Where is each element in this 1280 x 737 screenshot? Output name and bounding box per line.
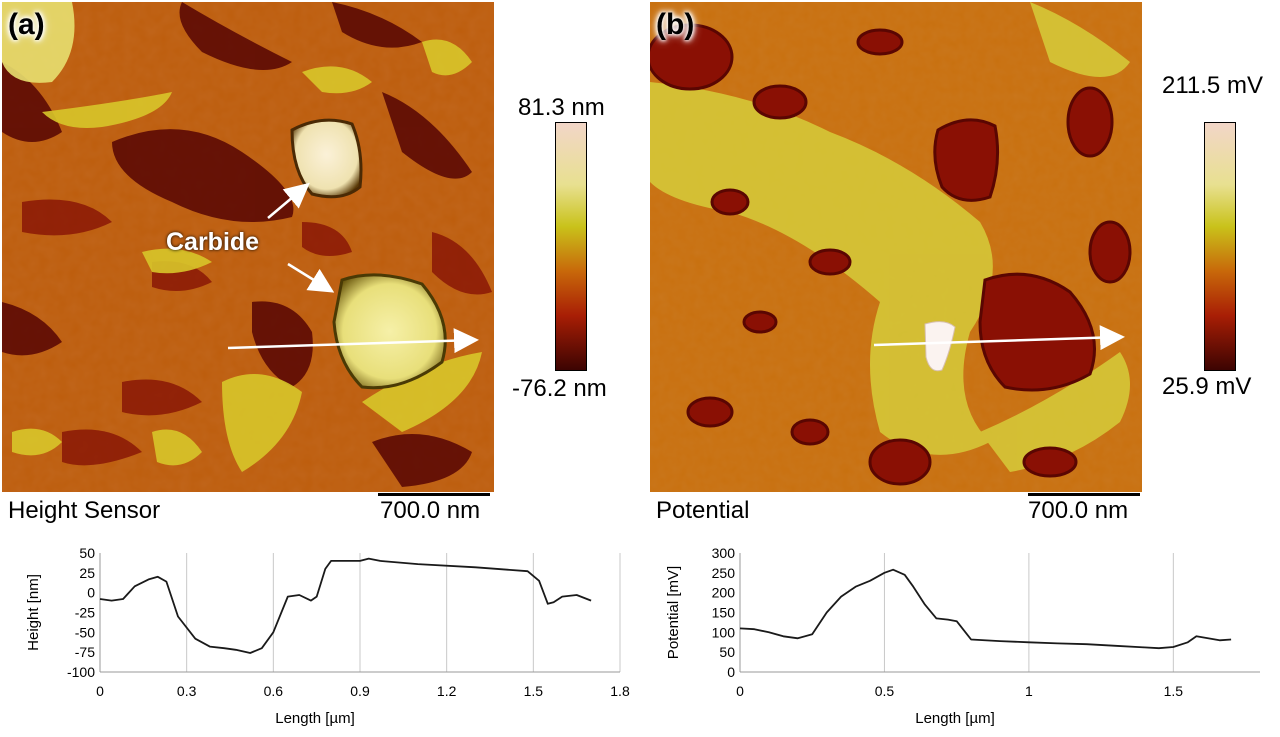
y-tick-label: 0 xyxy=(727,664,735,680)
y-tick-label: 150 xyxy=(712,605,736,621)
x-axis-label: Length [µm] xyxy=(915,710,995,727)
y-tick-label: 300 xyxy=(712,545,736,561)
colorbar-a-min: -76.2 nm xyxy=(512,375,607,402)
x-tick-label: 1.5 xyxy=(524,683,544,699)
carbide-arrows xyxy=(227,182,479,354)
afm-potential-map xyxy=(646,2,1142,492)
carbide-annotation-label: Carbide xyxy=(166,228,260,256)
colorbar-b-min: 25.9 mV xyxy=(1162,373,1252,400)
potential-profile-arrow xyxy=(873,325,1125,351)
height-map-image xyxy=(2,2,494,492)
profile-line-arrow-b xyxy=(873,325,1125,351)
y-tick-label: -75 xyxy=(75,644,95,660)
x-tick-label: 0 xyxy=(736,683,744,699)
panel-b-scalebar xyxy=(1028,493,1140,496)
y-tick-label: 100 xyxy=(712,624,736,640)
y-tick-label: 0 xyxy=(87,585,95,601)
y-tick-label: 50 xyxy=(79,545,95,561)
colorbar-b xyxy=(1204,122,1236,371)
panel-a-scale-label: 700.0 nm xyxy=(380,497,481,524)
profile-line-arrow xyxy=(227,328,479,354)
y-tick-label: -50 xyxy=(75,624,95,640)
x-tick-label: 0 xyxy=(96,683,104,699)
y-tick-label: 50 xyxy=(719,644,735,660)
series-line xyxy=(99,557,592,654)
potential-map-image xyxy=(646,2,1142,492)
colorbar-a-max: 81.3 nm xyxy=(518,94,605,121)
y-tick-label: 250 xyxy=(712,565,736,581)
x-tick-label: 1.5 xyxy=(1164,683,1184,699)
x-tick-label: 0.9 xyxy=(350,683,370,699)
y-tick-label: -25 xyxy=(75,605,95,621)
panel-a-letter: (a) xyxy=(8,8,45,41)
y-axis-label: Potential [mV] xyxy=(665,566,682,659)
y-axis-label: Height [nm] xyxy=(25,574,42,651)
x-tick-label: 1.2 xyxy=(437,683,457,699)
panel-a-caption: Height Sensor xyxy=(8,497,161,524)
x-tick-label: 0.5 xyxy=(875,683,895,699)
x-tick-label: 0.6 xyxy=(264,683,284,699)
x-tick-label: 1.8 xyxy=(610,683,630,699)
y-tick-label: 200 xyxy=(712,585,736,601)
carbide-arrow-1 xyxy=(267,182,310,219)
panel-b-caption: Potential xyxy=(656,497,750,524)
panel-b-letter: (b) xyxy=(656,8,695,41)
x-axis-label: Length [µm] xyxy=(275,710,355,727)
panel-a-scalebar xyxy=(378,493,490,496)
x-tick-label: 0.3 xyxy=(177,683,197,699)
potential-profile-chart: 300 250 200 150 100 50 00 0.5 1 1.5 Length [µm] Pot… xyxy=(665,545,1260,727)
afm-height-map xyxy=(2,2,494,492)
colorbar-b-max: 211.5 mV xyxy=(1162,72,1263,99)
carbide-arrow-2 xyxy=(287,262,335,293)
y-tick-label: 25 xyxy=(79,565,95,581)
x-tick-label: 1 xyxy=(1025,683,1033,699)
colorbar-a xyxy=(555,122,587,371)
y-tick-label: -100 xyxy=(67,664,95,680)
series-line xyxy=(739,568,1232,650)
panel-b-scale-label: 700.0 nm xyxy=(1028,497,1129,524)
